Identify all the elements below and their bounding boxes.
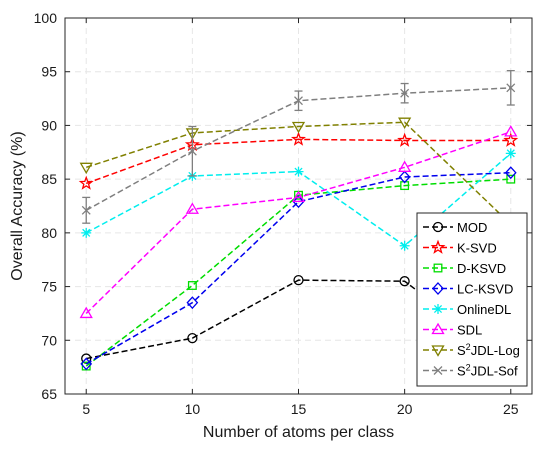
legend-label: S2JDL-Log [457,342,520,358]
series-3 [80,166,517,371]
data-point [506,174,516,184]
y-tick-label: 70 [41,332,57,348]
legend-item: S2JDL-Log [423,342,520,358]
legend-marker [431,345,445,357]
x-tick-label: 10 [185,401,201,417]
data-point [400,88,410,98]
legend-item: K-SVD [423,239,497,256]
data-point [187,332,198,344]
data-point [291,121,306,134]
data-point [79,162,93,175]
legend-item: D-KSVD [423,261,506,276]
legend-marker [433,263,443,273]
x-tick-label: 20 [397,401,413,417]
data-point [294,96,303,106]
data-point [292,195,305,209]
legend-label: K-SVD [457,241,497,256]
data-point [186,296,199,310]
data-point [80,357,93,371]
data-point [187,146,197,156]
legend-label: D-KSVD [457,261,506,276]
data-point [397,132,413,147]
data-point [293,274,304,286]
data-point [185,202,199,214]
x-tick-label: 15 [291,401,307,417]
data-point [398,160,412,172]
legend-label: S2JDL-Sof [457,363,518,379]
series-line [85,171,511,365]
data-point [504,125,518,137]
legend-item: S2JDL-Sof [423,363,518,379]
data-point [81,205,91,215]
legend-marker [432,221,444,233]
legend-marker [433,304,443,314]
data-point [78,175,94,190]
y-axis-label: Overall Accuracy (%) [9,131,26,280]
y-tick-label: 85 [41,171,57,187]
data-point [503,132,519,147]
data-point [81,227,92,238]
legend-marker [430,239,446,254]
data-point [398,117,412,130]
legend-label: SDL [457,323,482,338]
y-tick-label: 100 [34,10,58,26]
legend-marker [433,366,443,375]
series-7 [81,69,516,224]
x-axis-label: Number of atoms per class [203,424,394,441]
legend-label: OnlineDL [457,302,511,317]
legend-label: MOD [457,220,487,235]
series-5 [79,125,518,319]
data-point [506,83,516,93]
legend-item: LC-KSVD [423,282,513,297]
data-point [293,166,304,177]
x-tick-label: 5 [82,401,90,417]
data-point [291,131,306,146]
y-tick-label: 65 [41,386,57,402]
data-point [504,166,517,180]
legend-item: OnlineDL [423,302,511,317]
data-point [398,170,411,184]
legend-item: MOD [423,220,487,235]
legend-marker [431,322,445,335]
series-line [85,138,511,185]
data-point [399,240,410,251]
y-tick-label: 95 [41,64,57,80]
legend-marker [432,282,444,295]
series-line [85,121,512,225]
data-point [81,353,92,364]
data-point [505,148,516,159]
data-point [291,190,306,203]
data-point [79,306,93,319]
y-tick-label: 75 [41,279,57,295]
y-tick-label: 90 [41,117,57,133]
legend-label: LC-KSVD [457,282,513,297]
data-point [187,281,197,290]
legend-item: SDL [423,323,482,338]
series-line [85,131,512,314]
y-tick-label: 80 [41,225,57,241]
x-tick-label: 25 [503,401,519,417]
data-point [399,276,410,287]
legend-box [416,212,528,387]
